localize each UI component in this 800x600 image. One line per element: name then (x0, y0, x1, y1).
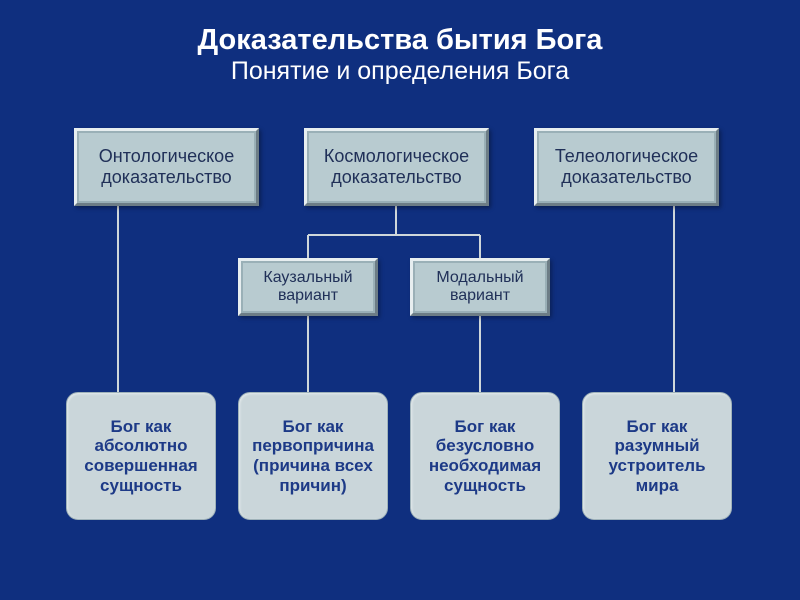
bottom-box-4: Бог как разумный устроитель мира (582, 392, 732, 520)
title-line2: Понятие и определения Бога (0, 57, 800, 86)
top-box-teleological: Телеологическое доказательство (534, 128, 719, 206)
bottom-box-2: Бог как первопричина (причина всех причи… (238, 392, 388, 520)
mid-box-label: Модальный вариант (419, 269, 541, 306)
title-line1: Доказательства бытия Бога (0, 24, 800, 57)
bottom-box-label: Бог как абсолютно совершенная сущность (75, 417, 207, 495)
bottom-box-label: Бог как безусловно необходимая сущность (419, 417, 551, 495)
bottom-box-3: Бог как безусловно необходимая сущность (410, 392, 560, 520)
mid-box-label: Каузальный вариант (247, 269, 369, 306)
mid-box-modal: Модальный вариант (410, 258, 550, 316)
top-box-label: Телеологическое доказательство (545, 146, 708, 187)
bottom-box-label: Бог как первопричина (причина всех причи… (247, 417, 379, 495)
mid-box-causal: Каузальный вариант (238, 258, 378, 316)
top-box-ontological: Онтологическое доказательство (74, 128, 259, 206)
top-box-label: Онтологическое доказательство (85, 146, 248, 187)
top-box-cosmological: Космологическое доказательство (304, 128, 489, 206)
bottom-box-1: Бог как абсолютно совершенная сущность (66, 392, 216, 520)
title-block: Доказательства бытия Бога Понятие и опре… (0, 0, 800, 86)
top-box-label: Космологическое доказательство (315, 146, 478, 187)
bottom-box-label: Бог как разумный устроитель мира (591, 417, 723, 495)
